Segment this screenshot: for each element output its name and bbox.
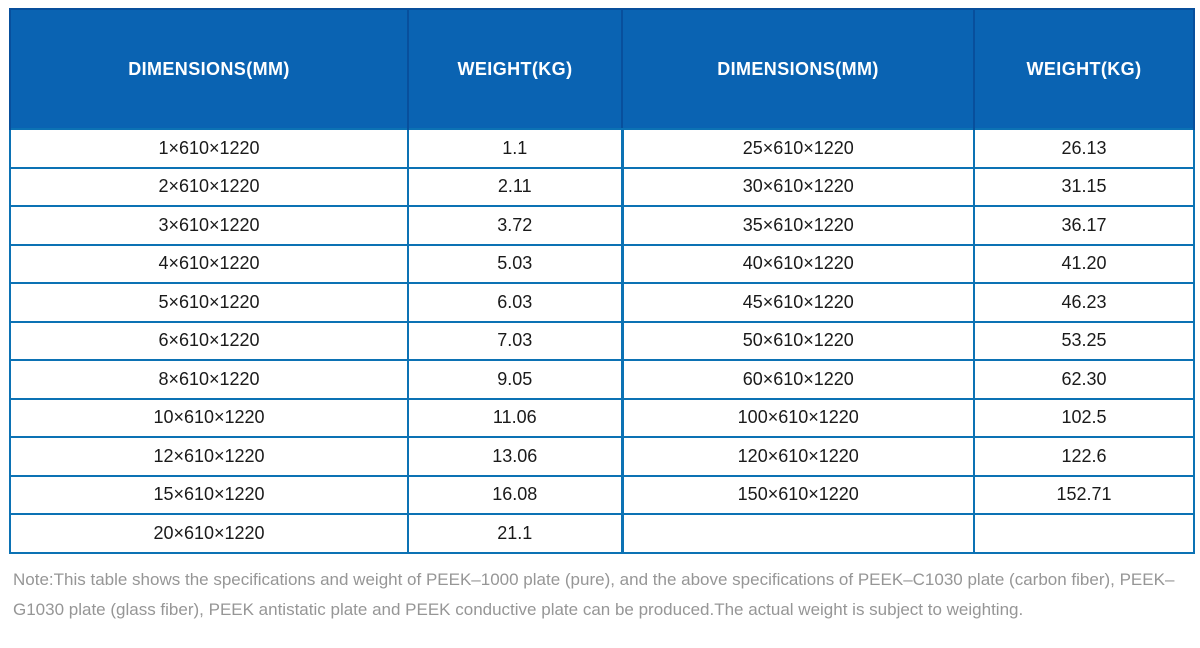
weight-cell: 31.15 — [973, 166, 1195, 207]
table-row: 20×610×1220 21.1 — [9, 513, 1195, 554]
dimensions-cell: 60×610×1220 — [621, 359, 975, 400]
weight-cell: 152.71 — [973, 474, 1195, 515]
weight-cell: 3.72 — [407, 205, 624, 246]
weight-cell: 5.03 — [407, 243, 624, 284]
weight-cell: 13.06 — [407, 436, 624, 477]
dimensions-cell: 5×610×1220 — [9, 282, 409, 323]
spec-table: DIMENSIONS(MM) WEIGHT(KG) DIMENSIONS(MM)… — [9, 8, 1195, 554]
dimensions-cell: 15×610×1220 — [9, 474, 409, 515]
dimensions-cell: 2×610×1220 — [9, 166, 409, 207]
table-row: 2×610×1220 2.11 30×610×1220 31.15 — [9, 166, 1195, 207]
table-row: 12×610×1220 13.06 120×610×1220 122.6 — [9, 436, 1195, 477]
weight-cell: 53.25 — [973, 320, 1195, 361]
column-header-weight-1: WEIGHT(KG) — [407, 8, 623, 129]
dimensions-cell: 150×610×1220 — [621, 474, 975, 515]
weight-cell: 36.17 — [973, 205, 1195, 246]
weight-cell: 7.03 — [407, 320, 624, 361]
weight-cell: 21.1 — [407, 513, 624, 554]
weight-cell: 62.30 — [973, 359, 1195, 400]
dimensions-cell: 3×610×1220 — [9, 205, 409, 246]
dimensions-cell: 10×610×1220 — [9, 397, 409, 438]
weight-cell: 11.06 — [407, 397, 624, 438]
table-row: 4×610×1220 5.03 40×610×1220 41.20 — [9, 243, 1195, 284]
column-header-weight-2: WEIGHT(KG) — [973, 8, 1195, 129]
weight-cell: 2.11 — [407, 166, 624, 207]
column-header-dimensions-1: DIMENSIONS(MM) — [9, 8, 409, 129]
header-row: DIMENSIONS(MM) WEIGHT(KG) DIMENSIONS(MM)… — [9, 8, 1195, 129]
dimensions-cell: 20×610×1220 — [9, 513, 409, 554]
dimensions-cell: 30×610×1220 — [621, 166, 975, 207]
dimensions-cell: 1×610×1220 — [9, 128, 409, 169]
weight-cell: 9.05 — [407, 359, 624, 400]
table-row: 1×610×1220 1.1 25×610×1220 26.13 — [9, 128, 1195, 169]
weight-cell: 102.5 — [973, 397, 1195, 438]
note-text: Note:This table shows the specifications… — [13, 569, 1175, 619]
dimensions-cell: 4×610×1220 — [9, 243, 409, 284]
dimensions-cell: 25×610×1220 — [621, 128, 975, 169]
weight-cell: 41.20 — [973, 243, 1195, 284]
weight-cell: 26.13 — [973, 128, 1195, 169]
weight-cell: 16.08 — [407, 474, 624, 515]
column-header-dimensions-2: DIMENSIONS(MM) — [621, 8, 975, 129]
weight-cell: 122.6 — [973, 436, 1195, 477]
table-row: 10×610×1220 11.06 100×610×1220 102.5 — [9, 397, 1195, 438]
dimensions-cell: 120×610×1220 — [621, 436, 975, 477]
weight-cell: 46.23 — [973, 282, 1195, 323]
dimensions-cell: 12×610×1220 — [9, 436, 409, 477]
table-row: 6×610×1220 7.03 50×610×1220 53.25 — [9, 320, 1195, 361]
dimensions-cell: 50×610×1220 — [621, 320, 975, 361]
dimensions-cell: 6×610×1220 — [9, 320, 409, 361]
table-row: 3×610×1220 3.72 35×610×1220 36.17 — [9, 205, 1195, 246]
table-row: 8×610×1220 9.05 60×610×1220 62.30 — [9, 359, 1195, 400]
dimensions-cell: 40×610×1220 — [621, 243, 975, 284]
weight-cell — [973, 513, 1195, 554]
dimensions-cell — [621, 513, 975, 554]
table-row: 15×610×1220 16.08 150×610×1220 152.71 — [9, 474, 1195, 515]
table-body: 1×610×1220 1.1 25×610×1220 26.13 2×610×1220 2… — [9, 128, 1195, 554]
table-header: DIMENSIONS(MM) WEIGHT(KG) DIMENSIONS(MM)… — [9, 8, 1195, 129]
weight-cell: 1.1 — [407, 128, 624, 169]
dimensions-cell: 45×610×1220 — [621, 282, 975, 323]
weight-cell: 6.03 — [407, 282, 624, 323]
table-row: 5×610×1220 6.03 45×610×1220 46.23 — [9, 282, 1195, 323]
dimensions-cell: 35×610×1220 — [621, 205, 975, 246]
dimensions-cell: 100×610×1220 — [621, 397, 975, 438]
dimensions-cell: 8×610×1220 — [9, 359, 409, 400]
